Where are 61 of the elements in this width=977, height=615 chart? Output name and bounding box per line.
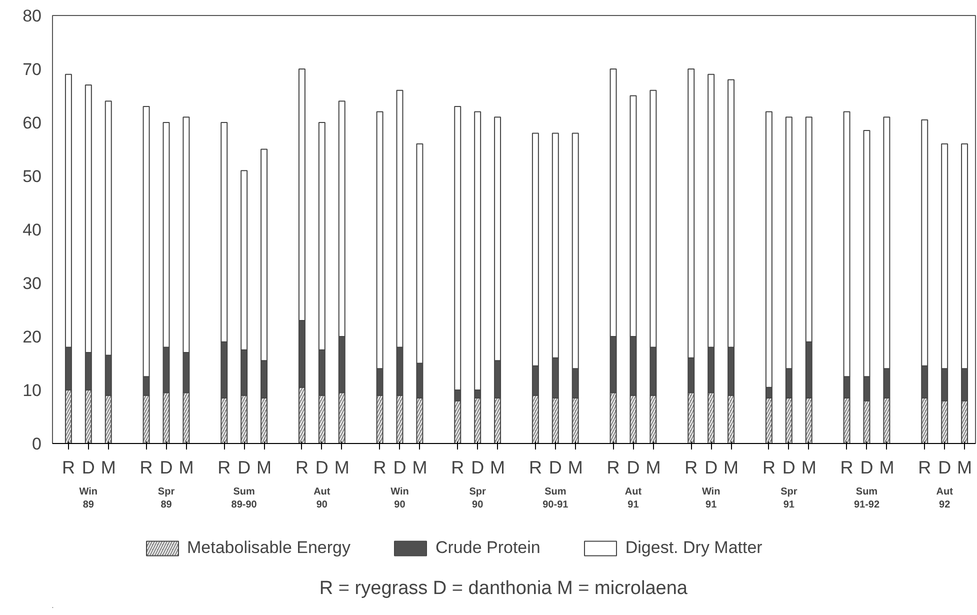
x-tick-label: M	[724, 458, 739, 478]
x-tick-label: D	[626, 458, 640, 478]
legend-label: Digest. Dry Matter	[625, 538, 762, 558]
x-tick-label: D	[160, 458, 173, 478]
text: Spr 89	[158, 486, 175, 510]
x-tick-label: D	[82, 458, 95, 478]
x-tick-label: M	[490, 458, 506, 478]
y-tick-label: 50	[22, 167, 42, 186]
x-tick-label: R	[373, 458, 386, 478]
text: Win 90	[390, 486, 409, 510]
text: Sum 89-90	[231, 486, 258, 510]
text: Sum 91-92	[854, 486, 880, 510]
x-tick-label: D	[548, 458, 562, 478]
text: Aut 92	[936, 486, 954, 510]
x-tick-label: M	[256, 458, 272, 478]
x-tick-label: R	[140, 458, 153, 478]
text: Aut 90	[314, 486, 331, 510]
x-tick-label: R	[218, 458, 231, 478]
x-tick-label: R	[840, 458, 854, 478]
x-tick-label: D	[860, 458, 874, 478]
y-tick-label: 20	[22, 328, 42, 346]
x-tick-label: R	[606, 458, 620, 478]
x-tick-label: M	[879, 458, 894, 478]
x-tick-label: D	[238, 458, 251, 478]
y-tick-label: 30	[22, 274, 42, 293]
x-tick-label: R	[918, 458, 932, 478]
text: Aut 91	[624, 486, 642, 510]
legend-label: Crude Protein	[435, 538, 540, 558]
x-tick-label: M	[100, 458, 116, 478]
x-tick-label: D	[782, 458, 796, 478]
x-tick-label: M	[646, 458, 661, 478]
x-tick-label: R	[295, 458, 308, 478]
text: Spr 90	[469, 486, 486, 510]
y-tick-label: 10	[22, 381, 42, 400]
y-tick-label: 80	[22, 6, 42, 26]
legend-label: Metabolisable Energy	[187, 538, 350, 558]
x-tick-label: R	[451, 458, 464, 478]
y-tick-label: 60	[22, 114, 42, 132]
x-tick-label: M	[412, 458, 428, 478]
text: Win 91	[702, 486, 720, 510]
x-tick-label: M	[957, 458, 972, 478]
x-tick-label: D	[938, 458, 952, 478]
x-tick-label: D	[315, 458, 328, 478]
text: Sum 90-91	[542, 486, 569, 510]
x-tick-label: D	[704, 458, 718, 478]
x-tick-label: M	[568, 458, 583, 478]
x-tick-label: M	[801, 458, 816, 478]
x-tick-label: M	[178, 458, 194, 478]
y-tick-label: 0	[32, 434, 42, 454]
x-tick-label: D	[393, 458, 406, 478]
text: Win 89	[79, 486, 98, 510]
y-tick-label: 70	[22, 60, 42, 79]
x-tick-label: R	[762, 458, 776, 478]
x-tick-label: D	[471, 458, 484, 478]
x-tick-label: R	[528, 458, 542, 478]
x-tick-label: R	[684, 458, 698, 478]
x-tick-label: M	[334, 458, 350, 478]
x-tick-label: R	[62, 458, 75, 478]
text: R = ryegrass D = danthonia M = microlaena	[319, 578, 688, 599]
y-tick-label: 40	[22, 220, 42, 240]
text: Spr 91	[780, 486, 798, 510]
